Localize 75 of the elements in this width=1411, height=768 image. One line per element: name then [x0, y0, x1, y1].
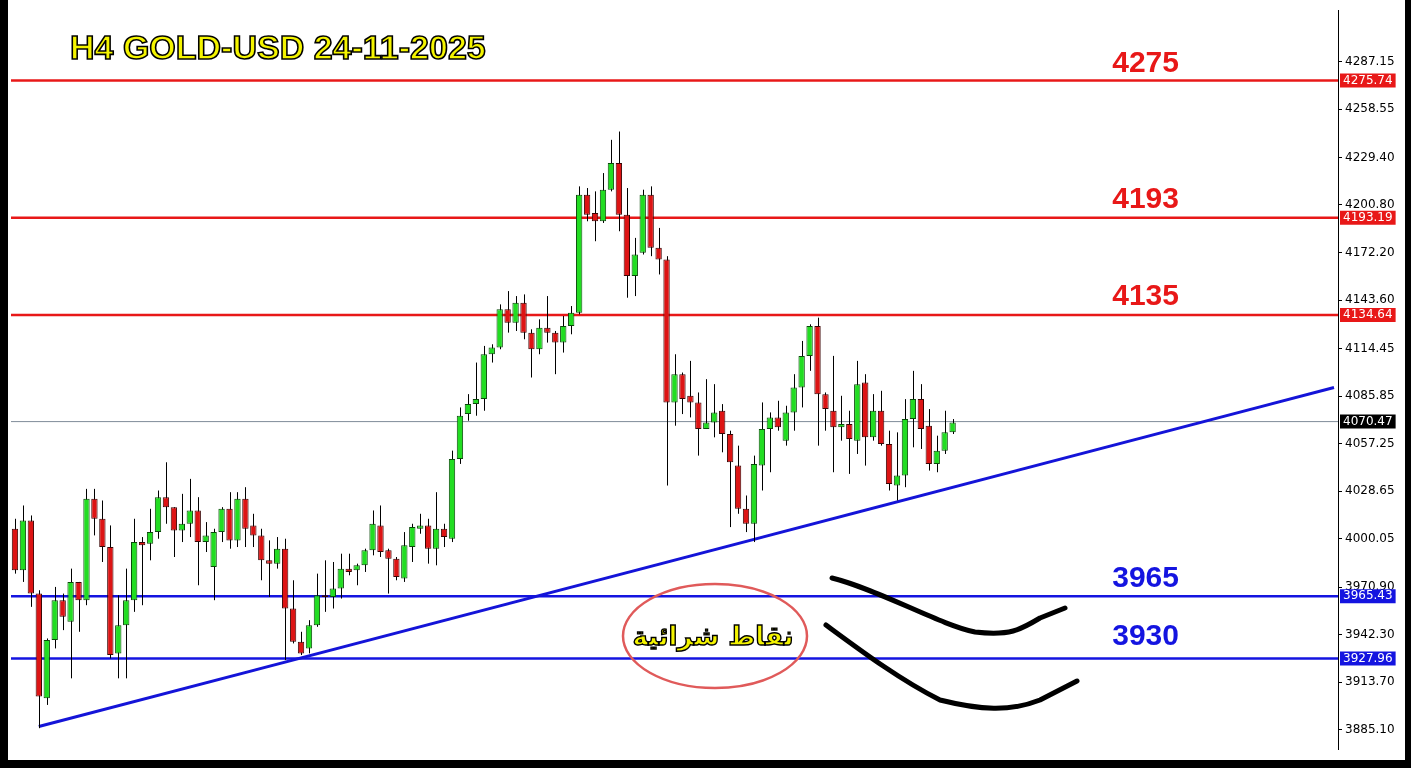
- candlestick: [679, 372, 686, 415]
- candlestick: [529, 328, 534, 379]
- y-tick-label: 4258.55: [1345, 101, 1395, 116]
- text: H4 GOLD-USD 24-11-2025: [70, 28, 486, 67]
- candlestick: [766, 411, 774, 473]
- candlestick: [123, 568, 130, 679]
- candlestick: [218, 506, 225, 543]
- candlestick: [274, 536, 281, 570]
- candlestick: [933, 435, 940, 473]
- candlestick: [417, 513, 424, 535]
- ref-line-label: 4193.19: [1343, 209, 1393, 224]
- y-tick-label: 4000.05: [1345, 530, 1395, 545]
- candlestick: [202, 521, 209, 553]
- candlestick: [687, 360, 694, 418]
- candlestick: [846, 410, 853, 475]
- ref-line-label: 3927.96: [1343, 650, 1393, 665]
- annotation: 3930: [1112, 618, 1179, 652]
- y-tick-label: 4114.45: [1345, 340, 1395, 355]
- candlestick: [162, 461, 170, 525]
- candlestick: [552, 330, 559, 375]
- y-tick-label: 3913.70: [1345, 674, 1395, 689]
- candlestick: [512, 295, 519, 332]
- candlestick: [568, 305, 575, 335]
- candlestick: [742, 495, 750, 533]
- y-tick-label: 4057.25: [1345, 435, 1395, 450]
- annotation: 4193: [1112, 181, 1179, 215]
- candlestick: [186, 478, 193, 538]
- candlestick: [250, 513, 257, 548]
- candlestick: [822, 391, 829, 432]
- y-tick-label: 3942.30: [1345, 626, 1395, 641]
- ref-line-label: 4275.74: [1343, 72, 1393, 87]
- y-tick-label: 4085.85: [1345, 388, 1395, 403]
- candlestick: [75, 581, 82, 633]
- y-tick-label: 4143.60: [1345, 292, 1395, 307]
- candlestick: [170, 506, 178, 558]
- candlestick: [146, 508, 154, 561]
- candlestick: [711, 383, 718, 438]
- candlestick: [536, 318, 543, 355]
- candlestick: [353, 563, 360, 586]
- ref-line-label: 4134.64: [1343, 307, 1393, 322]
- candlestick: [393, 556, 400, 581]
- y-tick-label: 4287.15: [1345, 53, 1395, 68]
- candlestick: [831, 355, 836, 473]
- ref-line-label: 4070.47: [1343, 413, 1393, 428]
- candlestick: [472, 362, 480, 417]
- candlestick: [60, 593, 65, 631]
- candlestick: [409, 523, 416, 563]
- candlestick: [656, 227, 661, 275]
- y-tick-label: 4028.65: [1345, 483, 1395, 498]
- annotation: 4135: [1112, 277, 1179, 311]
- candlestick: [361, 548, 368, 573]
- annotation: نقاط شرائية: [632, 621, 794, 651]
- candlestick: [305, 619, 313, 654]
- y-tick-label: 4200.80: [1345, 197, 1395, 212]
- candlestick: [791, 373, 796, 432]
- candlestick: [432, 491, 440, 566]
- candlestick: [909, 370, 917, 448]
- candlestick: [719, 403, 726, 453]
- candlestick: [385, 548, 392, 595]
- candlestick: [337, 553, 344, 600]
- candlestick: [464, 393, 472, 422]
- candlestick: [424, 518, 432, 565]
- candlestick: [267, 539, 272, 598]
- candlestick: [259, 528, 264, 581]
- y-tick-label: 4172.20: [1345, 244, 1395, 259]
- annotation: 3965: [1112, 560, 1179, 594]
- y-tick-label: 3885.10: [1345, 721, 1395, 736]
- candlestick: [893, 431, 901, 501]
- candlestick: [774, 400, 781, 432]
- candlestick: [703, 378, 710, 430]
- y-tick-label: 4229.40: [1345, 149, 1395, 164]
- candlestick: [942, 410, 947, 455]
- annotation: 4275: [1112, 44, 1179, 78]
- candlestick: [560, 315, 567, 354]
- candlestick: [92, 488, 97, 536]
